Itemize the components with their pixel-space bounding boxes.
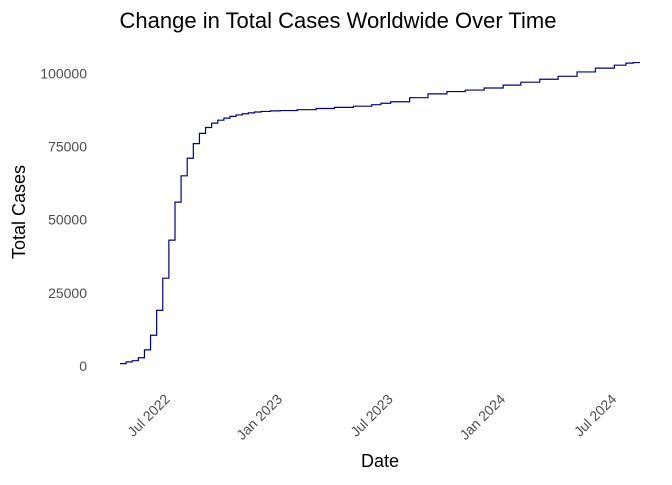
series-line (120, 61, 640, 365)
y-tick-label: 75000 (48, 139, 87, 155)
x-axis-ticks: Jul 2022 Jan 2023 Jul 2023 Jan 2024 Jul 2024 (124, 391, 620, 443)
chart-title: Change in Total Cases Worldwide Over Tim… (120, 8, 557, 33)
y-axis-title: Total Cases (9, 165, 29, 259)
series-layer (120, 61, 640, 365)
x-tick-label: Jan 2023 (233, 391, 285, 443)
x-tick-label: Jul 2023 (347, 391, 396, 440)
y-tick-label: 50000 (48, 212, 87, 228)
x-axis-title: Date (361, 451, 399, 471)
x-tick-label: Jul 2024 (571, 391, 620, 440)
y-tick-label: 100000 (40, 65, 87, 81)
y-axis-ticks: 0 25000 50000 75000 100000 (40, 65, 87, 374)
y-tick-label: 25000 (48, 285, 87, 301)
x-tick-label: Jan 2024 (456, 391, 508, 443)
x-tick-label: Jul 2022 (124, 391, 173, 440)
y-tick-label: 0 (79, 358, 87, 374)
